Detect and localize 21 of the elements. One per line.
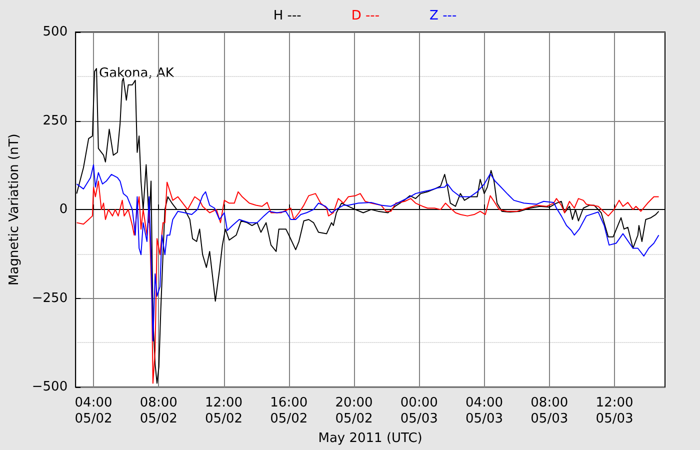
y-tick-label: 500 [42, 24, 68, 40]
x-tick-label: 04:00 05/02 [74, 396, 112, 427]
x-tick-label: 16:00 05/02 [270, 396, 308, 427]
y-tick-label: −250 [32, 290, 68, 306]
text: H --- [273, 8, 302, 24]
x-axis-title: May 2011 (UTC) [318, 431, 422, 446]
x-tick-label: 00:00 05/03 [400, 396, 438, 427]
y-axis-title: Magnetic Variation (nT) [7, 134, 22, 286]
x-tick-label: 12:00 05/02 [205, 396, 243, 427]
x-tick-label: 08:00 05/02 [140, 396, 178, 427]
y-tick-label: 250 [42, 113, 68, 128]
text: D --- [351, 8, 380, 24]
x-tick-label: 12:00 05/03 [596, 396, 634, 427]
x-tick-label: 04:00 05/03 [466, 396, 504, 427]
line-series [76, 180, 660, 384]
y-tick-label: −500 [32, 380, 68, 395]
x-tick-label: 08:00 05/03 [530, 396, 568, 427]
x-tick-label: 20:00 05/02 [335, 396, 373, 427]
y-tick-label: 0 [59, 202, 68, 218]
text: Z --- [430, 8, 457, 24]
line-series [76, 164, 660, 342]
